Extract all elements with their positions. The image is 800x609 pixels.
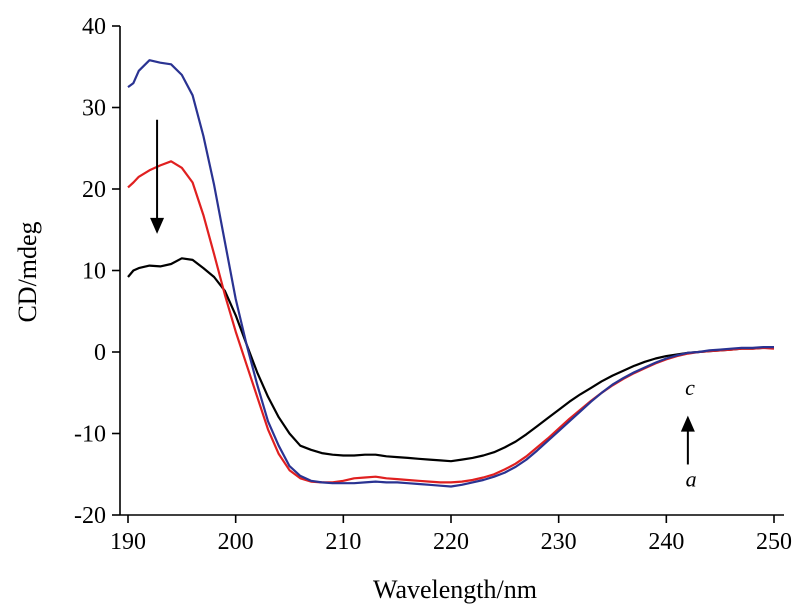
x-tick-label-240: 240	[648, 529, 684, 555]
series-line-1	[127, 257, 774, 463]
series-line-2	[127, 160, 775, 484]
y-tick-label--10: -10	[74, 422, 106, 448]
y-tick-label--20: -20	[74, 503, 106, 529]
arrow-up	[680, 415, 695, 465]
x-tick-label-250: 250	[756, 529, 792, 555]
series-line-3	[127, 59, 774, 488]
y-axis-title: CD/mdeg	[13, 221, 42, 322]
annotation-c: c	[685, 375, 695, 400]
annotation-a: a	[686, 466, 697, 491]
x-tick-label-220: 220	[433, 529, 469, 555]
x-axis-title: Wavelength/nm	[373, 575, 537, 604]
y-tick-label-10: 10	[82, 259, 106, 285]
annotation-layer: ca	[685, 375, 696, 491]
x-tick-label-200: 200	[218, 529, 254, 555]
arrow-layer	[150, 119, 695, 465]
series-layer	[127, 59, 775, 488]
axes	[119, 26, 784, 516]
x-tick-label-190: 190	[110, 529, 146, 555]
x-tick-label-230: 230	[541, 529, 577, 555]
y-tick-label-30: 30	[82, 96, 106, 122]
tick-labels: 190 200 210 220 230 240 250 -20 -10 0 10 20 30 40	[74, 14, 792, 555]
tick-marks	[112, 25, 775, 523]
y-tick-label-20: 20	[82, 177, 106, 203]
y-tick-label-40: 40	[82, 14, 106, 40]
x-tick-label-210: 210	[325, 529, 361, 555]
y-tick-label-0: 0	[94, 340, 106, 366]
arrow-down	[150, 119, 165, 234]
